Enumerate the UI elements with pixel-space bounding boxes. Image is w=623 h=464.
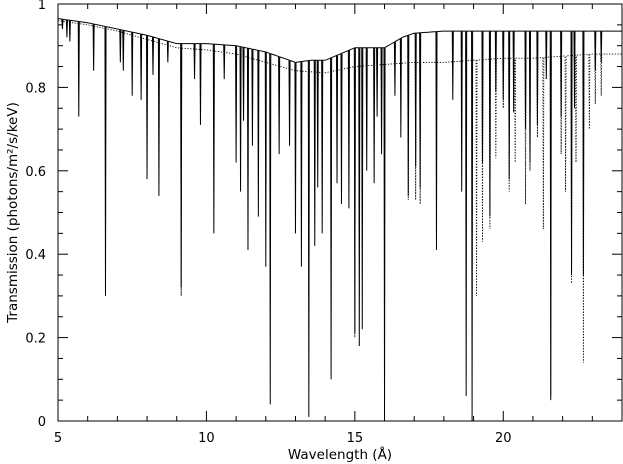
x-tick-label: 5: [54, 431, 62, 446]
x-axis-label: Wavelength (Å): [288, 446, 392, 463]
tick-labels: 5 10 15 20 0 0.2 0.4 0.6 0.8 1: [25, 0, 511, 446]
axis-ticks: [57, 3, 623, 422]
y-tick-label: 0.4: [25, 248, 46, 263]
x-tick-label: 15: [347, 431, 364, 446]
dotted-transmission-series: [57, 20, 622, 396]
y-tick-label: 0.6: [25, 165, 46, 180]
series-layer: [57, 18, 622, 422]
y-tick-label: 0.8: [25, 81, 46, 96]
y-tick-label: 1: [38, 0, 46, 13]
y-tick-label: 0.2: [25, 332, 46, 347]
x-tick-label: 10: [198, 431, 215, 446]
x-tick-label: 20: [495, 431, 512, 446]
y-tick-label: 0: [38, 415, 46, 430]
y-axis-label: Transmission (photons/m²/s/keV): [5, 102, 21, 324]
solid-transmission-series: [57, 18, 622, 422]
